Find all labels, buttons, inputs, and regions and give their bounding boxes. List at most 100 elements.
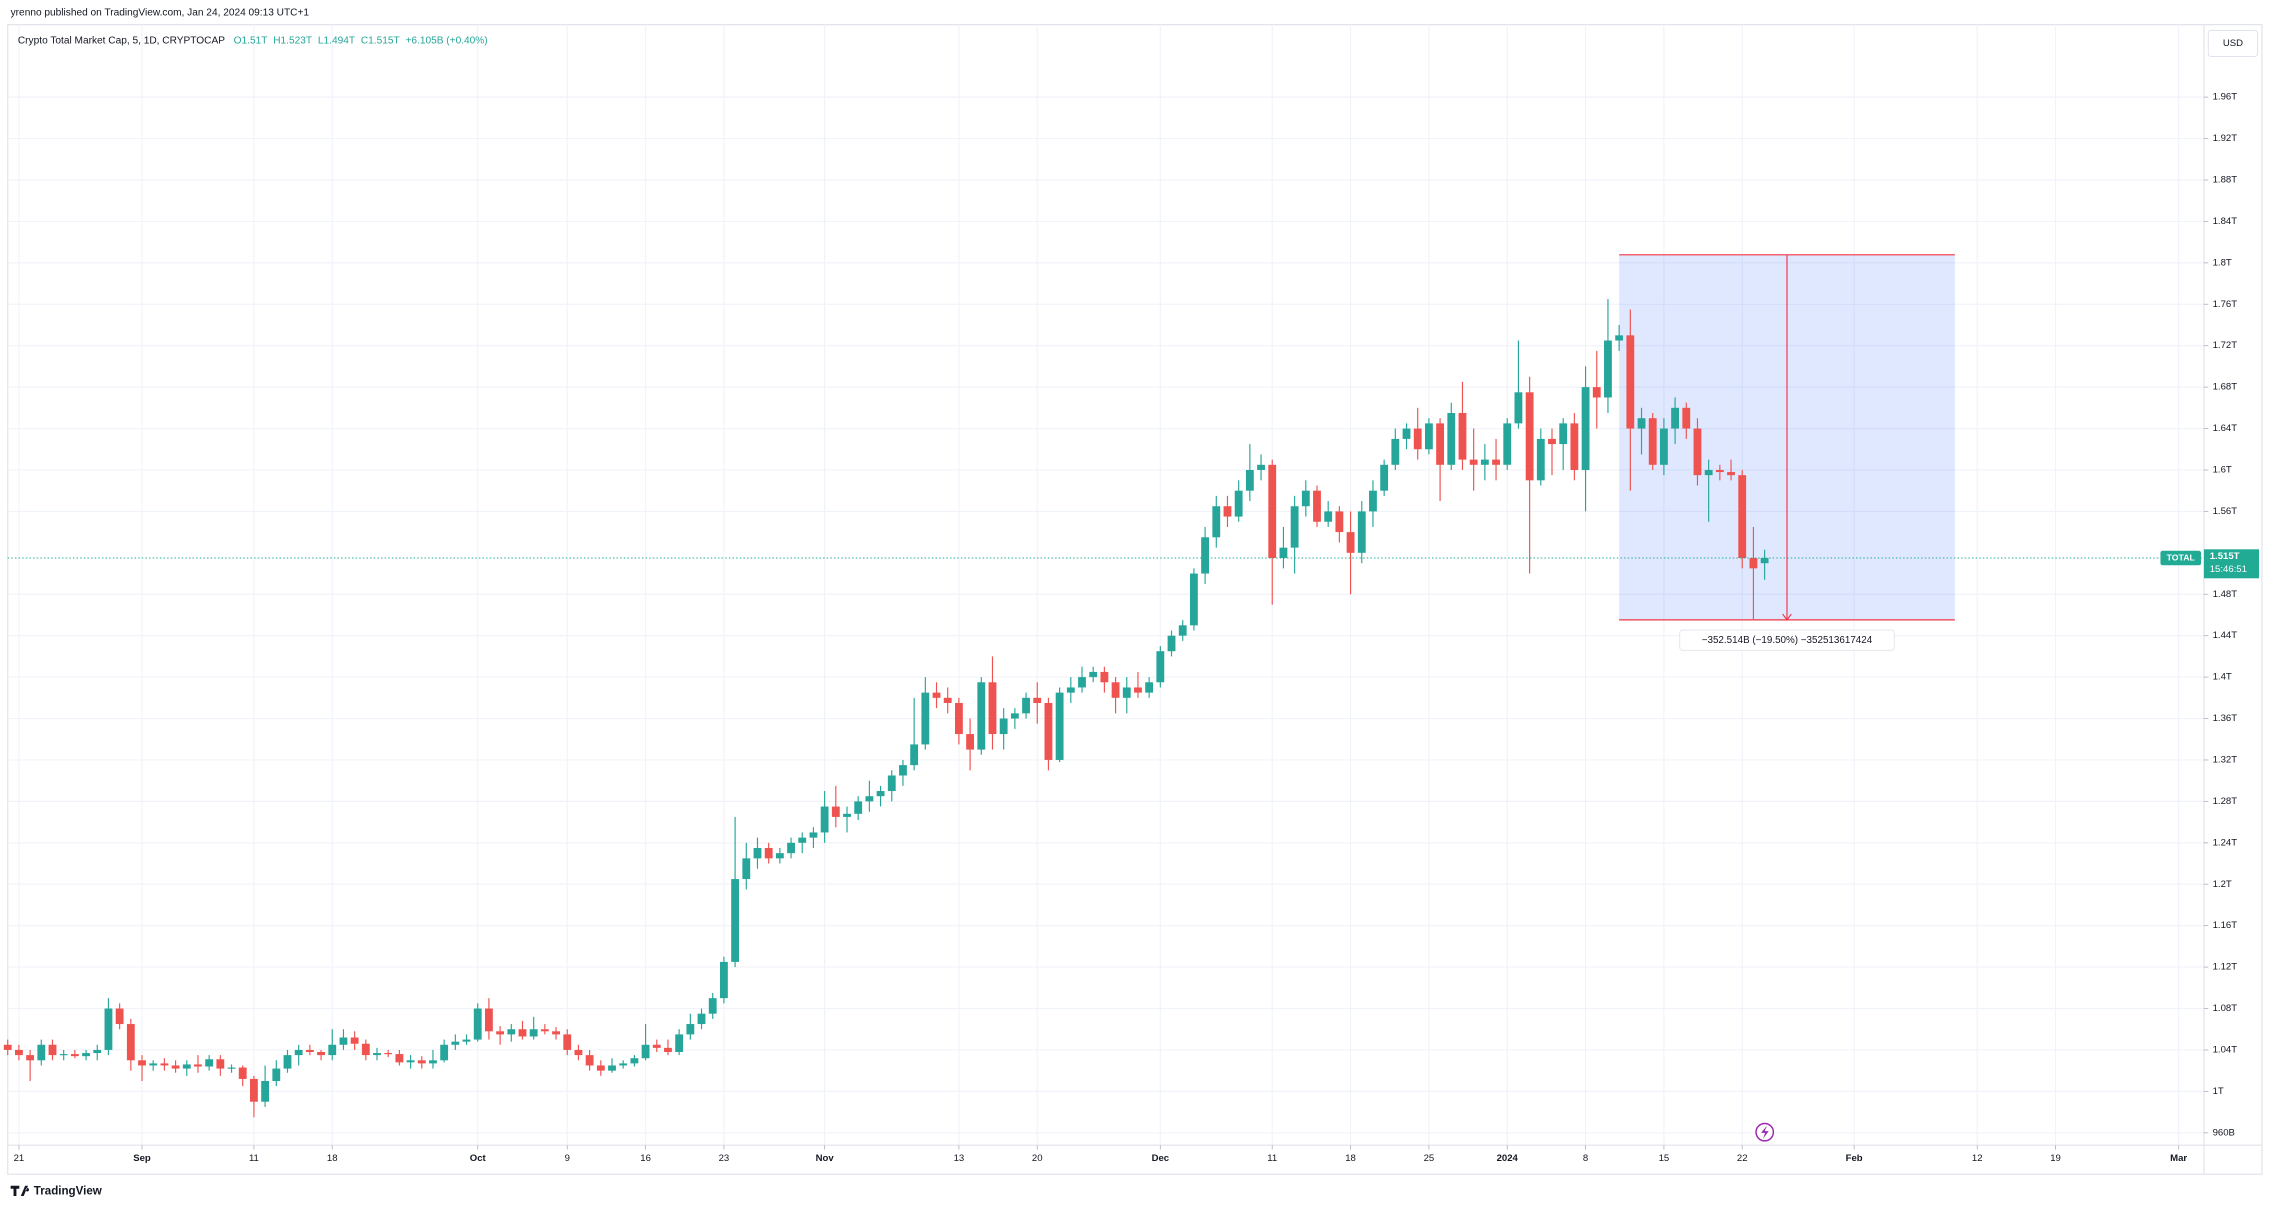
y-tick-label: 1.88T <box>2213 175 2238 186</box>
candle-body <box>1715 469 1724 473</box>
candle-body <box>854 801 863 814</box>
candle-body <box>686 1024 695 1035</box>
candle-body <box>429 1060 437 1064</box>
candle-body <box>1570 423 1579 470</box>
candle-body <box>1536 438 1545 481</box>
candle-body <box>675 1034 684 1053</box>
y-tick-label: 1.12T <box>2213 962 2238 973</box>
candle-body <box>1357 511 1366 553</box>
price-tag: 1.515T <box>2210 551 2240 562</box>
y-tick-label: 1.4T <box>2213 672 2232 683</box>
y-tick-label: 1.72T <box>2213 340 2238 351</box>
y-tick-label: 1.96T <box>2213 92 2238 103</box>
currency-box[interactable] <box>2207 29 2259 58</box>
candle-body <box>1044 702 1053 760</box>
candle-body <box>563 1034 572 1050</box>
x-tick-label: 8 <box>1583 1153 1588 1164</box>
candle-body <box>1503 423 1512 465</box>
candle-body <box>361 1043 370 1056</box>
candle-body <box>305 1049 314 1053</box>
candle-body <box>1078 677 1086 688</box>
candle-body <box>496 1031 505 1035</box>
x-tick-label: 12 <box>1972 1153 1983 1164</box>
candle-body <box>540 1029 549 1032</box>
candle-body <box>1189 573 1198 626</box>
candle-body <box>1447 413 1456 465</box>
currency: USD <box>2223 38 2243 49</box>
candle-body <box>182 1064 191 1069</box>
measure-label-box <box>1679 629 1895 651</box>
candle-body <box>149 1063 158 1066</box>
candle-body <box>82 1053 90 1057</box>
candle-body <box>1122 687 1131 698</box>
x-tick-label: 20 <box>1032 1153 1043 1164</box>
candle-body <box>1626 335 1635 429</box>
candle-body <box>1257 464 1265 470</box>
candle-body <box>697 1013 706 1025</box>
countdown: 15:46:51 <box>2210 564 2247 575</box>
y-tick-label: 1.08T <box>2213 1003 2238 1014</box>
candle-body <box>507 1029 516 1035</box>
candle-body <box>48 1044 57 1056</box>
candle-body <box>1178 625 1187 636</box>
candle-body <box>809 832 818 838</box>
x-tick-label: 23 <box>719 1153 730 1164</box>
candle-body <box>641 1044 650 1059</box>
candle-body <box>26 1055 35 1061</box>
candle-body <box>1704 469 1713 476</box>
candle-body <box>865 796 874 802</box>
legend-low: L1.494T <box>318 35 355 46</box>
y-tick-label: 1.68T <box>2213 382 2238 393</box>
candle-body <box>932 692 941 698</box>
candle-body <box>1749 558 1758 569</box>
candle-body <box>764 847 773 859</box>
candle-body <box>1145 682 1154 693</box>
candle-body <box>283 1055 292 1069</box>
y-tick-label: 1.04T <box>2213 1044 2238 1055</box>
candle-body <box>1335 511 1344 533</box>
legend-close: C1.515T <box>361 35 400 46</box>
candle-body <box>731 879 740 962</box>
candle-body <box>1100 671 1109 683</box>
candle-body <box>1738 475 1747 559</box>
candle-body <box>518 1029 527 1037</box>
candle-body <box>1682 407 1691 429</box>
candle-body <box>59 1054 68 1056</box>
candle-body <box>1480 459 1489 465</box>
candle-body <box>798 837 807 843</box>
candle-body <box>1592 387 1601 398</box>
candle-body <box>15 1049 23 1056</box>
candle-body <box>205 1059 214 1067</box>
candle-body <box>899 765 907 776</box>
x-tick-label: 18 <box>1345 1153 1356 1164</box>
candle-body <box>1223 506 1232 517</box>
x-tick-label: 13 <box>954 1153 965 1164</box>
candle-body <box>708 998 717 1014</box>
candle-body <box>719 961 728 999</box>
candle-body <box>1458 413 1467 460</box>
candle-body <box>1234 490 1243 517</box>
y-tick-label: 1.28T <box>2213 796 2238 807</box>
candle-body <box>831 806 840 817</box>
replay-icon[interactable] <box>1755 1122 1775 1142</box>
candle-body <box>1760 558 1769 564</box>
candle-body <box>462 1039 471 1042</box>
candle-body <box>104 1008 113 1050</box>
x-tick-label: 9 <box>565 1153 570 1164</box>
candle-body <box>608 1065 616 1071</box>
y-tick-label: 1.16T <box>2213 920 2238 931</box>
candle-body <box>1156 651 1165 683</box>
candle-body <box>574 1049 583 1056</box>
y-tick-label: 960B <box>2213 1127 2235 1138</box>
candle-body <box>1245 469 1254 491</box>
candle-body <box>350 1037 359 1044</box>
candle-body <box>1659 428 1668 465</box>
candle-body <box>1436 423 1445 465</box>
y-tick-label: 1.2T <box>2213 879 2232 890</box>
candle-body <box>1134 687 1142 693</box>
x-tick-label: Oct <box>470 1153 487 1164</box>
candle-body <box>1212 506 1221 538</box>
candle-body <box>1413 428 1422 450</box>
x-tick-label: 15 <box>1659 1153 1670 1164</box>
